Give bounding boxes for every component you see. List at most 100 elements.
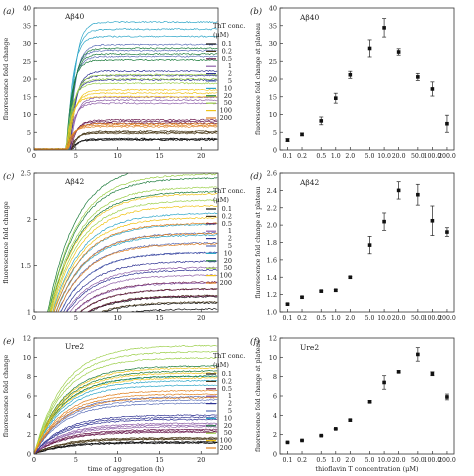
series-line-10: [34, 384, 218, 454]
data-point: [416, 352, 420, 357]
x-tick-label: 2.0: [345, 457, 355, 464]
data-point: [333, 427, 338, 431]
series-line-5: [34, 399, 218, 454]
x-tick-label: 0.2: [297, 153, 307, 160]
plot-frame: [279, 172, 455, 313]
y-tick-label: 1: [27, 309, 31, 317]
series-line-100: [52, 216, 218, 312]
panel-letter: (f): [250, 336, 260, 347]
x-tick-label: 0.1: [283, 153, 293, 160]
series-line-2: [66, 268, 218, 312]
legend-label: 50: [224, 99, 232, 107]
panel-letter: (d): [250, 171, 262, 182]
data-point: [430, 87, 435, 91]
series-line-2: [34, 416, 218, 454]
legend-title: ThT conc.: [213, 352, 245, 360]
x-tick-label: 5.0: [365, 457, 375, 464]
y-axis-label: fluorescence fold change at plateau: [255, 23, 262, 135]
series-line-1: [34, 422, 218, 454]
x-tick-label: 200.0: [438, 153, 456, 160]
y-tick-label: 2: [27, 216, 31, 224]
legend-label: 0.1: [222, 370, 232, 378]
y-axis-label: fluorescence fold change: [2, 355, 10, 438]
y-tick-label: 4: [273, 412, 277, 420]
data-point: [382, 380, 386, 385]
series-line-5: [34, 402, 218, 454]
y-tick-label: 35: [269, 22, 277, 30]
y-axis-label: fluorescence fold change: [2, 201, 10, 284]
x-tick-label: 10.0: [377, 153, 391, 160]
series-line-2: [63, 260, 218, 312]
series-line-1: [74, 281, 218, 312]
series-line-1: [65, 266, 218, 312]
y-tick-label: 5: [27, 129, 31, 137]
x-tick-label: 2.0: [345, 153, 355, 160]
series-line-20: [34, 47, 218, 150]
legend-label: 10: [224, 249, 232, 257]
x-tick-label: 1.0: [331, 457, 341, 464]
data-point: [285, 302, 290, 306]
plot-frame: [279, 337, 455, 455]
x-tick-label: 0: [32, 314, 36, 322]
legend-label: 100: [220, 272, 232, 280]
series-line-0_2: [34, 436, 218, 454]
data-point: [319, 433, 324, 438]
series-line-2: [34, 418, 218, 454]
series-line-200: [57, 242, 218, 312]
series-line-50: [48, 173, 218, 312]
series-line-2: [34, 414, 218, 454]
legend-label: 5: [228, 242, 232, 250]
x-tick-label: 0.5: [316, 457, 326, 464]
series-line-20: [34, 365, 218, 454]
x-tick-label: 1.0: [331, 315, 341, 322]
y-tick-label: 0: [27, 451, 31, 459]
x-tick-label: 10.0: [377, 315, 391, 322]
y-tick-label: 6: [27, 393, 31, 401]
series-line-0_1: [124, 308, 218, 312]
legend-label: 1: [228, 227, 232, 235]
series-line-20: [34, 53, 218, 150]
x-tick-label: 0: [32, 456, 36, 464]
series-line-0_2: [34, 438, 218, 454]
series-line-20: [34, 375, 218, 454]
x-tick-label: 10: [113, 152, 121, 160]
series-line-0_5: [34, 431, 218, 454]
x-tick-label: 0.2: [297, 457, 307, 464]
y-tick-label: 1.6: [267, 256, 277, 264]
x-tick-label: 5: [74, 314, 78, 322]
series-line-5: [59, 251, 218, 312]
x-tick-label: 5.0: [365, 153, 375, 160]
y-tick-label: 40: [23, 5, 31, 13]
series-line-10: [53, 223, 218, 312]
data-point: [430, 218, 435, 223]
panel-letter: (c): [3, 171, 14, 182]
plot-frame: [33, 172, 219, 313]
legend-label: 200: [220, 279, 232, 287]
legend-label: 0.5: [222, 55, 232, 63]
y-tick-label: 15: [23, 93, 31, 101]
x-tick-label: 50.0: [411, 457, 425, 464]
panel-title: Aβ40: [299, 13, 320, 22]
x-tick-label: 2.0: [345, 315, 355, 322]
legend-label: 200: [220, 444, 232, 452]
legend-label: 0.5: [222, 385, 232, 393]
y-tick-label: 0: [273, 147, 277, 155]
legend-label: 0.1: [222, 40, 232, 48]
x-tick-label: 200.0: [438, 315, 456, 322]
x-tick-label: 1.0: [331, 153, 341, 160]
series-line-2: [59, 251, 218, 312]
legend-label: 200: [220, 114, 232, 122]
y-tick-label: 10: [23, 111, 31, 119]
legend-label: 0.5: [222, 220, 232, 228]
series-line-100: [51, 204, 218, 312]
legend-label: 1: [228, 62, 232, 70]
series-line-200: [34, 393, 218, 454]
x-tick-label: 20: [197, 314, 205, 322]
y-axis-label: fluorescence fold change at plateau: [255, 186, 262, 298]
series-line-200: [34, 125, 218, 150]
x-tick-label: 5: [74, 456, 78, 464]
